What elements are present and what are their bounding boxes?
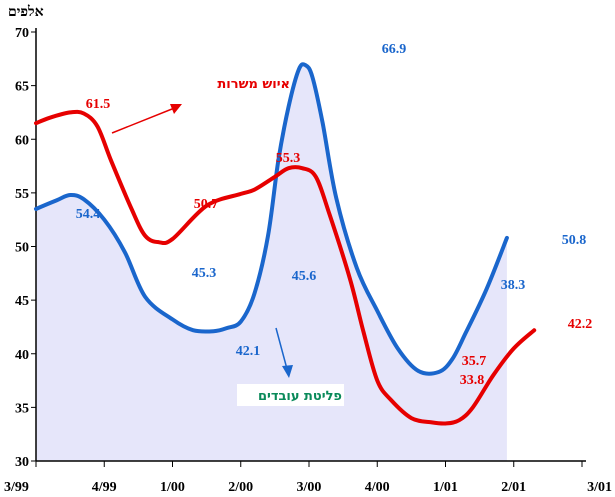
x-tick-label: 3/01 (587, 480, 612, 495)
y-tick-label: 70 (15, 26, 29, 41)
data-label: 42.1 (236, 344, 261, 359)
data-label: 50.7 (194, 197, 219, 212)
data-label: 50.8 (562, 233, 587, 248)
data-label: 45.6 (292, 269, 317, 284)
y-tick-label: 65 (15, 80, 29, 95)
x-tick-label: 1/00 (160, 480, 185, 495)
data-label: 38.3 (501, 278, 526, 293)
series-area-fill (36, 64, 507, 461)
x-tick-label: 4/00 (365, 480, 390, 495)
data-label: 33.8 (460, 373, 485, 388)
x-tick-label: 1/01 (433, 480, 458, 495)
y-tick-label: 55 (15, 187, 29, 202)
data-label: 61.5 (86, 97, 111, 112)
series-annotation-arrow-red (111, 106, 178, 134)
data-label: 42.2 (568, 317, 593, 332)
y-tick-label: 35 (15, 401, 29, 416)
x-tick-label: 4/99 (92, 480, 117, 495)
series-line-red (34, 109, 537, 426)
arrowhead-blue-icon (282, 365, 293, 378)
arrowhead-red-icon (170, 104, 182, 114)
y-tick-label: 45 (15, 294, 29, 309)
x-tick-label: 2/00 (228, 480, 253, 495)
y-tick-label: 40 (15, 348, 29, 363)
area-layer (36, 64, 507, 461)
lines-layer (34, 62, 537, 426)
y-tick-label: 30 (15, 455, 29, 470)
series-annotation-red: איוש משרות (217, 77, 290, 92)
series-annotation-box (237, 384, 344, 406)
data-label: 55.3 (276, 151, 301, 166)
data-label: 45.3 (192, 266, 217, 281)
labels-layer: 54.4 45.3 42.1 45.6 66.9 38.3 50.8 61.5 50.7 55.3… (76, 42, 593, 388)
x-tick-label: 3/99 (4, 480, 29, 495)
x-tick-label: 3/00 (297, 480, 322, 495)
series-annotation-blue: פליטת עובדים (258, 389, 342, 404)
x-tick-label: 2/01 (501, 480, 526, 495)
data-label: 35.7 (462, 354, 487, 369)
series-annotation-arrow-blue (275, 327, 288, 370)
y-unit-label: אלפים (8, 4, 44, 20)
data-label: 54.4 (76, 207, 101, 222)
series-line-blue (34, 62, 509, 376)
y-tick-label: 60 (15, 133, 29, 148)
y-tick-label: 50 (15, 241, 29, 256)
axes-layer: 30 35 40 45 50 55 60 65 70 3/99 4/99 1/00 2/00 3/00 4/… (4, 26, 612, 495)
data-label: 66.9 (382, 42, 407, 57)
